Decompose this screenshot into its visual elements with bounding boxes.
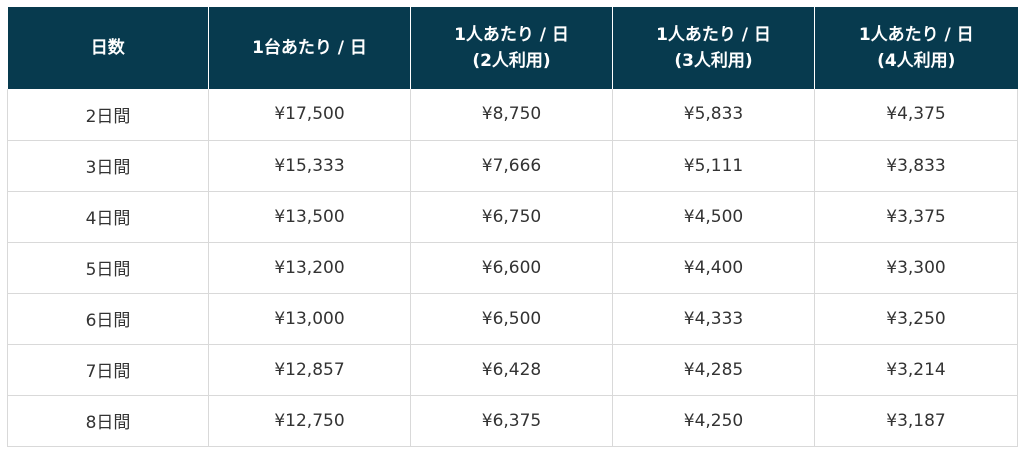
header-per-car: 1台あたり / 日: [208, 7, 411, 89]
header-per-person-2: 1人あたり / 日 (2人利用): [410, 7, 613, 89]
header-row: 日数 1台あたり / 日 1人あたり / 日 (2人利用) 1人あたり / 日 …: [7, 7, 1018, 89]
cell-days: 4日間: [7, 190, 209, 243]
table-row: 6日間 ¥13,000 ¥6,500 ¥4,333 ¥3,250: [7, 292, 1018, 345]
cell-per-car: ¥13,200: [208, 241, 411, 294]
cell-days: 2日間: [7, 89, 209, 141]
cell-per-person-3: ¥4,500: [612, 190, 815, 243]
cell-days: 5日間: [7, 241, 209, 294]
cell-per-person-2: ¥6,600: [410, 241, 613, 294]
table-row: 2日間 ¥17,500 ¥8,750 ¥5,833 ¥4,375: [7, 89, 1018, 141]
header-per-person-3: 1人あたり / 日 (3人利用): [612, 7, 815, 89]
cell-per-person-3: ¥4,333: [612, 292, 815, 345]
cell-days: 7日間: [7, 343, 209, 396]
cell-per-car: ¥17,500: [208, 89, 411, 141]
cell-per-person-4: ¥3,214: [814, 343, 1018, 396]
cell-per-person-4: ¥3,187: [814, 394, 1018, 447]
cell-per-person-4: ¥3,250: [814, 292, 1018, 345]
table-row: 3日間 ¥15,333 ¥7,666 ¥5,111 ¥3,833: [7, 139, 1018, 192]
cell-per-car: ¥12,857: [208, 343, 411, 396]
cell-per-person-4: ¥3,300: [814, 241, 1018, 294]
cell-days: 6日間: [7, 292, 209, 345]
cell-per-person-2: ¥8,750: [410, 89, 613, 141]
cell-per-person-2: ¥6,750: [410, 190, 613, 243]
cell-per-person-2: ¥6,375: [410, 394, 613, 447]
cell-days: 3日間: [7, 139, 209, 192]
cell-per-person-2: ¥6,428: [410, 343, 613, 396]
table-row: 7日間 ¥12,857 ¥6,428 ¥4,285 ¥3,214: [7, 343, 1018, 396]
header-per-person-4: 1人あたり / 日 (4人利用): [814, 7, 1018, 89]
header-days-label: 日数: [90, 38, 125, 58]
pricing-table: 日数 1台あたり / 日 1人あたり / 日 (2人利用) 1人あたり / 日 …: [7, 7, 1018, 447]
cell-per-car: ¥13,500: [208, 190, 411, 243]
header-per-person-2-label: 1人あたり / 日: [454, 25, 569, 45]
cell-per-person-3: ¥4,400: [612, 241, 815, 294]
cell-per-person-2: ¥6,500: [410, 292, 613, 345]
cell-per-person-4: ¥4,375: [814, 89, 1018, 141]
table-row: 8日間 ¥12,750 ¥6,375 ¥4,250 ¥3,187: [7, 394, 1018, 447]
header-per-car-label: 1台あたり / 日: [252, 38, 367, 58]
header-days: 日数: [7, 7, 209, 89]
table-row: 4日間 ¥13,500 ¥6,750 ¥4,500 ¥3,375: [7, 190, 1018, 243]
header-per-person-3-label: 1人あたり / 日: [656, 25, 771, 45]
cell-per-person-3: ¥4,250: [612, 394, 815, 447]
table-body: 2日間 ¥17,500 ¥8,750 ¥5,833 ¥4,375 3日間 ¥15…: [7, 89, 1018, 447]
cell-per-person-4: ¥3,833: [814, 139, 1018, 192]
header-per-person-4-sub: (4人利用): [877, 51, 956, 71]
cell-per-person-3: ¥4,285: [612, 343, 815, 396]
cell-per-person-2: ¥7,666: [410, 139, 613, 192]
cell-per-car: ¥15,333: [208, 139, 411, 192]
table-row: 5日間 ¥13,200 ¥6,600 ¥4,400 ¥3,300: [7, 241, 1018, 294]
header-per-person-4-label: 1人あたり / 日: [858, 25, 974, 45]
header-per-person-2-sub: (2人利用): [472, 51, 551, 71]
table-header: 日数 1台あたり / 日 1人あたり / 日 (2人利用) 1人あたり / 日 …: [7, 7, 1018, 89]
cell-per-person-3: ¥5,111: [612, 139, 815, 192]
cell-per-car: ¥13,000: [208, 292, 411, 345]
header-per-person-3-sub: (3人利用): [674, 51, 753, 71]
cell-per-car: ¥12,750: [208, 394, 411, 447]
cell-days: 8日間: [7, 394, 209, 447]
cell-per-person-3: ¥5,833: [612, 89, 815, 141]
pricing-table-container: 日数 1台あたり / 日 1人あたり / 日 (2人利用) 1人あたり / 日 …: [7, 7, 1018, 447]
cell-per-person-4: ¥3,375: [814, 190, 1018, 243]
